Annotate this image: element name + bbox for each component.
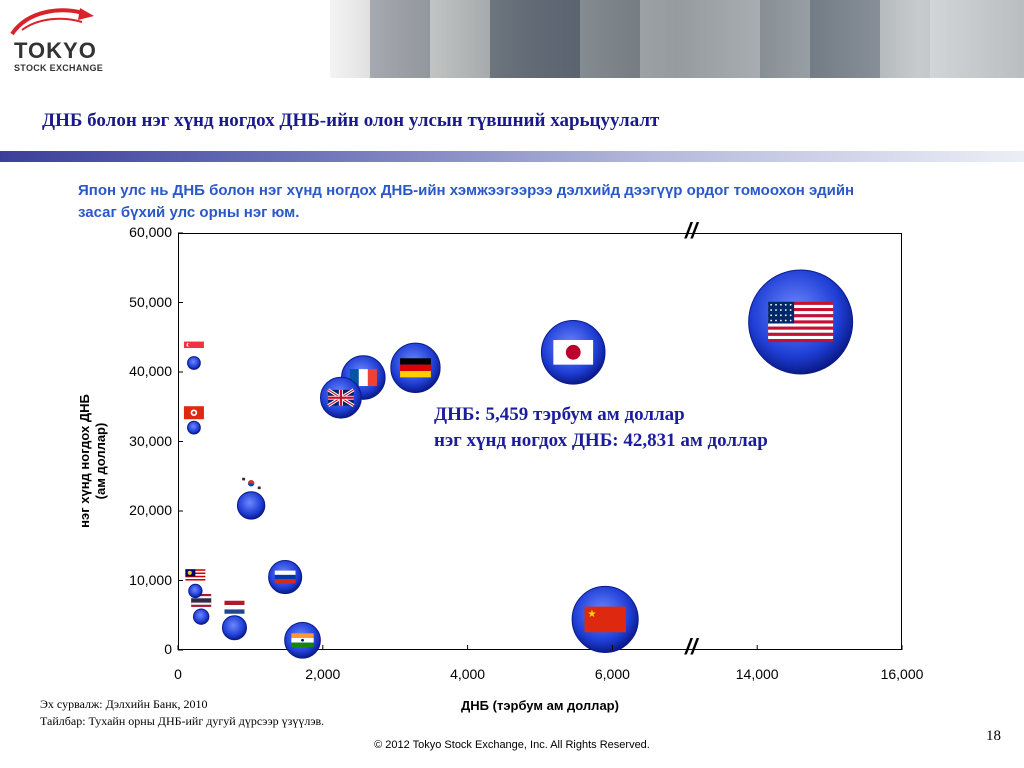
bubble-usa — [748, 269, 854, 375]
y-tick-label: 50,000 — [129, 293, 172, 310]
x-tick-label: 6,000 — [594, 666, 630, 682]
bubble-thailand — [191, 593, 212, 625]
bubble-circle — [188, 583, 203, 599]
header-photo-segment — [640, 0, 760, 78]
bubble-circle — [221, 615, 247, 641]
axis-break-mark-bottom: // — [685, 634, 698, 659]
y-tick-label: 40,000 — [129, 363, 172, 379]
korea-flag-icon — [241, 476, 262, 490]
germany-flag-icon — [400, 358, 431, 378]
bubble-malaysia — [185, 569, 206, 599]
bubble-russia — [268, 559, 303, 595]
logo-subtitle: STOCK EXCHANGE — [14, 63, 104, 73]
x-tick-label: 4,000 — [450, 666, 486, 682]
bubble-uk — [319, 376, 362, 419]
y-tick-label: 10,000 — [129, 571, 172, 588]
header-photo-segment — [810, 0, 880, 78]
bubble-india — [284, 621, 321, 659]
note-footnote: Тайлбар: Тухайн орны ДНБ-ийг дугуй дүрсэ… — [40, 714, 325, 728]
header-photo-segment — [490, 0, 580, 78]
x-tick-label: 0 — [174, 666, 182, 682]
title-divider — [0, 151, 1024, 162]
uk-flag-icon — [327, 388, 355, 407]
annotation-line-per-capita: нэг хүнд ногдох ДНБ: 42,831 ам доллар — [434, 430, 768, 451]
japan-annotation: ДНБ: 5,459 тэрбум ам доллар нэг хүнд ног… — [434, 402, 768, 454]
y-axis-title: нэг хүнд ногдох ДНБ (ам доллар) — [77, 331, 109, 591]
logo-swoosh-icon — [10, 8, 94, 36]
singapore-flag-icon — [183, 341, 204, 355]
x-tick-label: 16,000 — [880, 666, 924, 682]
russia-flag-icon — [274, 570, 296, 584]
annotation-line-gdp: ДНБ: 5,459 тэрбум ам доллар — [434, 404, 685, 425]
page-title: ДНБ болон нэг хүнд ногдох ДНБ-ийн олон у… — [42, 110, 660, 131]
y-tick-label: 60,000 — [129, 224, 172, 240]
bubble-singapore — [183, 341, 204, 370]
page-number: 18 — [986, 728, 1001, 744]
x-tick-label: 14,000 — [735, 666, 779, 682]
bubble-china — [571, 585, 639, 653]
x-tick-label: 2,000 — [305, 666, 341, 682]
japan-flag-icon — [553, 340, 594, 365]
y-tick-label: 20,000 — [129, 502, 172, 518]
india-flag-icon — [291, 633, 314, 648]
bubble-circle — [236, 491, 266, 520]
bubble-hongkong — [183, 406, 204, 435]
bubble-germany — [390, 342, 441, 393]
x-axis-title: ДНБ (тэрбум ам доллар) — [461, 698, 619, 713]
y-tick-label: 0 — [164, 641, 172, 657]
france-flag-icon — [349, 369, 377, 386]
y-axis-title-text: нэг хүнд ногдох ДНБ (ам доллар) — [77, 394, 108, 528]
bubble-netherlands — [221, 600, 247, 641]
chart-subtitle: Япон улс нь ДНБ болон нэг хүнд ногдох ДН… — [78, 182, 855, 221]
copyright: © 2012 Tokyo Stock Exchange, Inc. All Ri… — [374, 739, 650, 751]
bubble-circle — [187, 420, 201, 435]
malaysia-flag-icon — [185, 569, 206, 583]
logo-name: TOKYO — [14, 38, 97, 63]
y-tick-label: 30,000 — [129, 432, 172, 449]
header-photo-segment — [370, 0, 430, 78]
bubble-korea — [236, 476, 266, 520]
netherlands-flag-icon — [224, 600, 245, 614]
bubble-japan — [540, 320, 606, 385]
china-flag-icon — [584, 606, 626, 633]
bubble-circle — [192, 608, 210, 625]
axis-break-mark-top: // — [685, 218, 698, 243]
header-photo-segment — [930, 0, 1024, 78]
source-footnote: Эх сурвалж: Дэлхийн Банк, 2010 — [40, 697, 208, 711]
hongkong-flag-icon — [183, 406, 204, 420]
bubble-circle — [187, 356, 201, 370]
usa-flag-icon — [768, 301, 834, 343]
header-photo — [330, 0, 1024, 78]
